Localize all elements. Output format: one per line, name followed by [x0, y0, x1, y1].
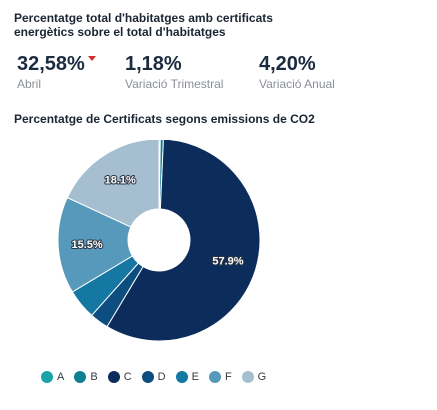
chart-legend: A B C D E F G: [41, 371, 276, 383]
legend-label: D: [157, 371, 166, 383]
kpi-quarterly-value: 1,18%: [125, 53, 182, 75]
kpi-quarterly: 1,18% Variació Trimestral: [125, 52, 223, 91]
legend-dot: [208, 371, 221, 383]
legend-dot: [74, 371, 87, 383]
legend-dot: [241, 371, 254, 383]
legend-item-g[interactable]: G: [241, 371, 267, 383]
kpi-annual-value: 4,20%: [259, 53, 316, 75]
legend-label: C: [123, 371, 132, 383]
slice-f[interactable]: [57, 196, 134, 293]
kpi-annual-label: Variació Anual: [259, 77, 335, 91]
legend-dot: [41, 371, 53, 383]
legend-item-b[interactable]: B: [74, 371, 98, 383]
kpi-annual: 4,20% Variació Anual: [259, 52, 335, 91]
legend-dot: [141, 371, 154, 383]
legend-label: G: [257, 371, 267, 383]
legend-label: A: [57, 371, 65, 383]
legend-item-c[interactable]: C: [107, 371, 132, 383]
chart-title: Percentatge de Certificats segons emissi…: [14, 112, 315, 126]
legend-item-f[interactable]: F: [208, 371, 232, 383]
legend-item-a[interactable]: A: [41, 371, 64, 383]
trend-down-icon: [87, 56, 96, 61]
slice-label-c: 57.9%: [212, 256, 243, 268]
kpi-current-value: 32,58%: [17, 53, 85, 75]
legend-dot: [107, 371, 120, 383]
kpi-quarterly-label: Variació Trimestral: [125, 77, 224, 91]
legend-item-d[interactable]: D: [141, 371, 166, 383]
slice-c[interactable]: [106, 140, 261, 342]
card-title: Percentatge total d'habitatges amb certi…: [14, 11, 273, 39]
kpi-current: 32,58% Abril: [17, 52, 96, 91]
legend-dot: [175, 371, 188, 383]
slice-label-f: 15.5%: [72, 239, 103, 251]
legend-label: E: [191, 371, 199, 383]
kpi-current-value-row: 32,58%: [17, 52, 96, 76]
slice-g[interactable]: [66, 140, 160, 228]
legend-label: B: [90, 371, 98, 383]
legend-label: F: [224, 371, 232, 383]
slice-label-g: 18.1%: [105, 174, 136, 186]
donut-chart: 57.9% 15.5% 18.1%: [57, 140, 261, 342]
kpi-current-label: Abril: [17, 77, 42, 91]
legend-item-e[interactable]: E: [175, 371, 199, 383]
